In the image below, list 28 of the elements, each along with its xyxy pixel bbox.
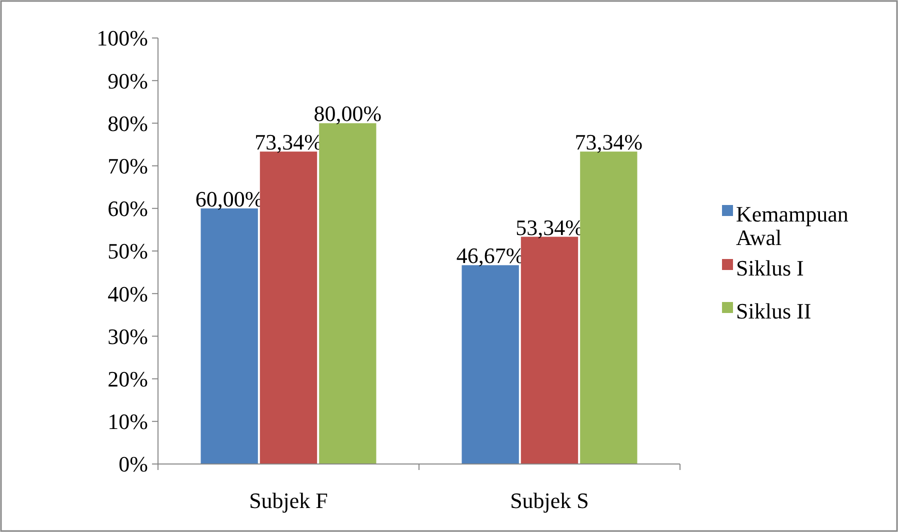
data-label: 60,00% — [195, 186, 264, 212]
bar — [520, 236, 578, 464]
bar — [462, 265, 519, 464]
legend-label: Siklus I — [736, 256, 804, 281]
x-tick-label: Subjek S — [510, 488, 589, 513]
x-tick-label: Subjek F — [249, 488, 328, 513]
y-tick-label: 60% — [108, 196, 148, 222]
bar — [260, 152, 318, 464]
bar — [200, 208, 258, 464]
data-label: 53,34% — [516, 214, 584, 240]
legend-label: Kemampuan Awal — [736, 202, 848, 250]
y-tick-label: 30% — [108, 324, 148, 349]
y-tick-label: 90% — [108, 68, 148, 94]
y-tick-label: 0% — [118, 452, 148, 477]
y-tick-label: 50% — [108, 238, 148, 264]
y-tick-label: 70% — [108, 154, 148, 178]
y-tick-label: 20% — [108, 366, 148, 392]
y-tick-label: 100% — [96, 26, 148, 51]
legend-label: Siklus II — [736, 298, 812, 324]
y-tick-label: 80% — [108, 110, 148, 136]
data-label: 80,00% — [314, 101, 382, 126]
bar — [319, 123, 376, 464]
y-tick-label: 40% — [108, 281, 148, 306]
bar — [580, 152, 638, 464]
data-label: 73,34% — [254, 130, 322, 155]
data-label: 73,34% — [574, 130, 643, 155]
y-tick-label: 10% — [108, 409, 148, 434]
data-label: 46,67% — [456, 243, 524, 268]
